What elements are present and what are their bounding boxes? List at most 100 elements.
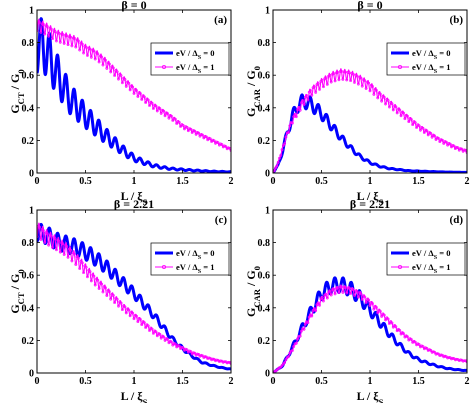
plot-frame (272, 9, 468, 174)
series-point (447, 355, 451, 359)
series-point (108, 62, 111, 66)
x-axis-label-part: S (143, 197, 148, 207)
series-point (131, 311, 135, 315)
series-point (320, 295, 324, 299)
series-point (115, 297, 119, 301)
series-point (283, 361, 287, 364)
series-point (391, 108, 395, 112)
series-point (342, 285, 346, 289)
series-point (211, 357, 215, 361)
series-point (355, 74, 359, 78)
series-point (70, 259, 74, 263)
series-point (300, 329, 303, 333)
series-point (333, 292, 337, 296)
series-point (185, 125, 189, 129)
y-axis-label-part: CAR (252, 288, 262, 307)
legend-label-part: S (434, 69, 438, 75)
series-point (311, 308, 315, 312)
series-point (51, 37, 54, 41)
series-point (74, 263, 78, 266)
series-point (128, 314, 132, 318)
series-point (113, 301, 117, 304)
series-point (344, 70, 347, 74)
series-point (58, 250, 62, 254)
series-point (275, 164, 279, 168)
series-point (395, 111, 399, 115)
series-point (202, 136, 206, 140)
legend-label-part: eV / Δ (412, 48, 434, 58)
series-point (82, 271, 85, 275)
series-point (100, 55, 104, 59)
y-tick-label: 0.6 (22, 271, 35, 282)
series-point (38, 21, 41, 24)
series-point (340, 285, 343, 289)
series-point (382, 313, 386, 317)
series-point (355, 290, 359, 293)
series-point (208, 137, 212, 141)
series-point (463, 359, 466, 362)
y-tick-label: 0 (265, 369, 270, 380)
y-axis-label-part: / G (244, 70, 258, 89)
series-point (173, 342, 177, 346)
series-point (337, 291, 341, 295)
series-point (345, 291, 349, 295)
series-point (154, 330, 158, 334)
legend-label-part: S (434, 269, 438, 275)
series-point (140, 98, 144, 101)
x-tick-label: 2 (465, 176, 470, 187)
x-tick-label: 1.5 (412, 376, 425, 387)
series-point (328, 73, 332, 77)
series-point (438, 140, 442, 144)
series-point (86, 275, 89, 279)
series-point (124, 84, 128, 88)
x-tick-label: 0.5 (79, 376, 92, 387)
series-point (368, 304, 372, 307)
series-point (201, 133, 204, 137)
legend-label: eV / ΔS = 1 (412, 62, 450, 75)
series-point (290, 121, 294, 125)
series-point (332, 72, 336, 76)
series-point (398, 108, 402, 112)
series-point (170, 114, 173, 118)
panel-label: (b) (450, 14, 464, 26)
series-point (171, 343, 175, 347)
y-axis-label-part: 0 (16, 69, 26, 73)
series-point (154, 104, 158, 108)
series-point (287, 355, 290, 358)
legend-label-part: eV / Δ (176, 48, 198, 58)
y-tick-label: 1 (265, 206, 270, 217)
series-point (322, 85, 325, 89)
series-point (162, 335, 166, 339)
series-point (74, 45, 78, 49)
series-point (442, 141, 446, 145)
series-point (127, 308, 131, 312)
series-point (89, 279, 93, 283)
y-axis-label-part: CT (16, 92, 26, 104)
series-point (42, 23, 45, 26)
series-point (441, 138, 444, 142)
series-point (173, 117, 177, 121)
series-point (287, 131, 290, 134)
series-point (344, 286, 347, 289)
y-tick-label: 0.2 (22, 336, 35, 347)
series-point (220, 143, 224, 146)
series-point (422, 131, 426, 134)
series-point (146, 98, 150, 102)
series-point (301, 327, 305, 331)
series-point (306, 98, 310, 102)
series-point (62, 42, 66, 45)
legend-label-part: S (198, 69, 202, 75)
series-point (433, 350, 437, 354)
y-axis-label-part: CT (16, 292, 26, 304)
legend-label: eV / ΔS = 0 (176, 248, 214, 261)
series-point (435, 352, 439, 355)
series-point (419, 128, 422, 132)
series-point (139, 92, 142, 96)
series-point (45, 25, 49, 28)
series-point (380, 314, 384, 318)
series-point (443, 354, 447, 358)
series-point (195, 352, 199, 356)
series-point (82, 51, 85, 55)
series-point (367, 81, 371, 85)
series-point (93, 57, 97, 61)
